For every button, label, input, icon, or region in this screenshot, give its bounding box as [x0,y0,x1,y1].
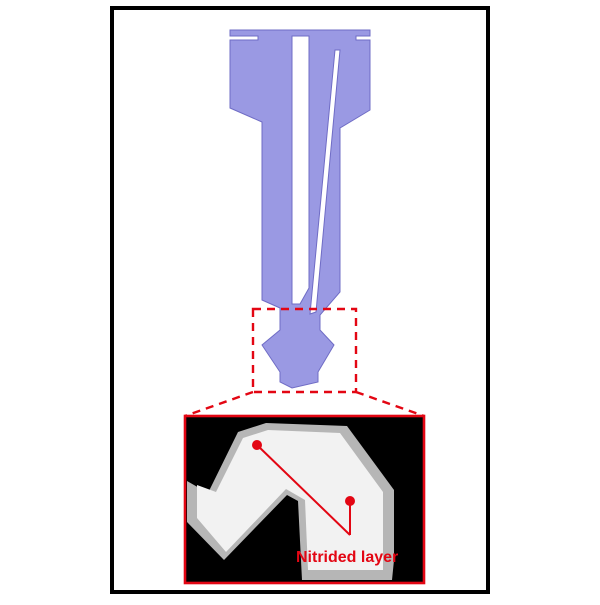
figure-stage: Nitrided layer [0,0,600,600]
nitrided-layer-label: Nitrided layer [296,549,398,567]
figure-svg [0,0,600,600]
